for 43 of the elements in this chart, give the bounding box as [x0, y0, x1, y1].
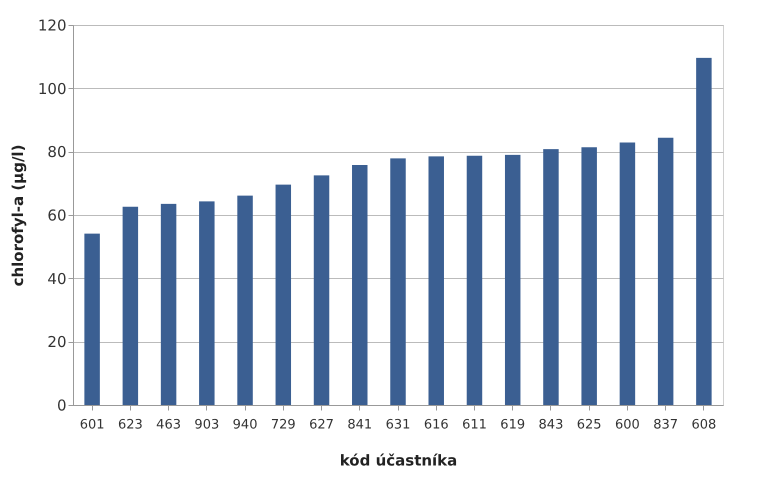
x-tick-label: 616 — [424, 418, 449, 432]
bar — [504, 154, 520, 405]
y-tick-label: 20 — [47, 333, 66, 352]
x-tick-label: 625 — [576, 418, 602, 432]
x-tick-label: 627 — [309, 418, 334, 432]
x-tick-label: 837 — [653, 418, 678, 432]
bar — [314, 175, 330, 405]
bar — [84, 234, 100, 405]
bar — [543, 149, 559, 405]
x-tick-label: 600 — [615, 418, 640, 432]
x-tick-label: 903 — [194, 418, 220, 432]
y-tick-label: 120 — [38, 16, 66, 34]
x-tick-label: 631 — [386, 418, 410, 432]
bar — [696, 58, 712, 405]
x-tick-label: 841 — [347, 418, 372, 432]
bar — [428, 156, 444, 405]
x-tick-label: 729 — [270, 418, 296, 432]
bar — [199, 201, 215, 405]
x-tick-label: 463 — [156, 418, 181, 432]
bar — [160, 204, 176, 405]
bar — [352, 164, 368, 405]
bar — [620, 142, 636, 405]
bar — [658, 138, 674, 405]
y-tick-label: 0 — [56, 396, 66, 414]
x-tick-label: 623 — [118, 418, 143, 432]
bar — [122, 206, 138, 405]
y-tick-label: 100 — [38, 80, 66, 98]
x-tick-label: 940 — [232, 418, 258, 432]
bar — [237, 196, 253, 405]
bar — [390, 158, 406, 405]
bar — [276, 184, 292, 405]
y-axis-title: chlorofyl-a (µg/l) — [8, 144, 27, 286]
x-tick-label: 611 — [462, 418, 487, 432]
x-tick-label: 608 — [691, 418, 716, 432]
y-tick-label: 80 — [47, 143, 66, 162]
y-tick-label: 40 — [47, 270, 66, 288]
bar — [581, 147, 597, 405]
y-tick-label: 60 — [47, 206, 66, 224]
bar — [466, 156, 482, 405]
x-axis-title: kód účastníka — [340, 452, 458, 470]
x-tick-label: 619 — [500, 418, 526, 432]
x-tick-label: 601 — [80, 418, 105, 432]
x-tick-label: 843 — [538, 418, 564, 432]
